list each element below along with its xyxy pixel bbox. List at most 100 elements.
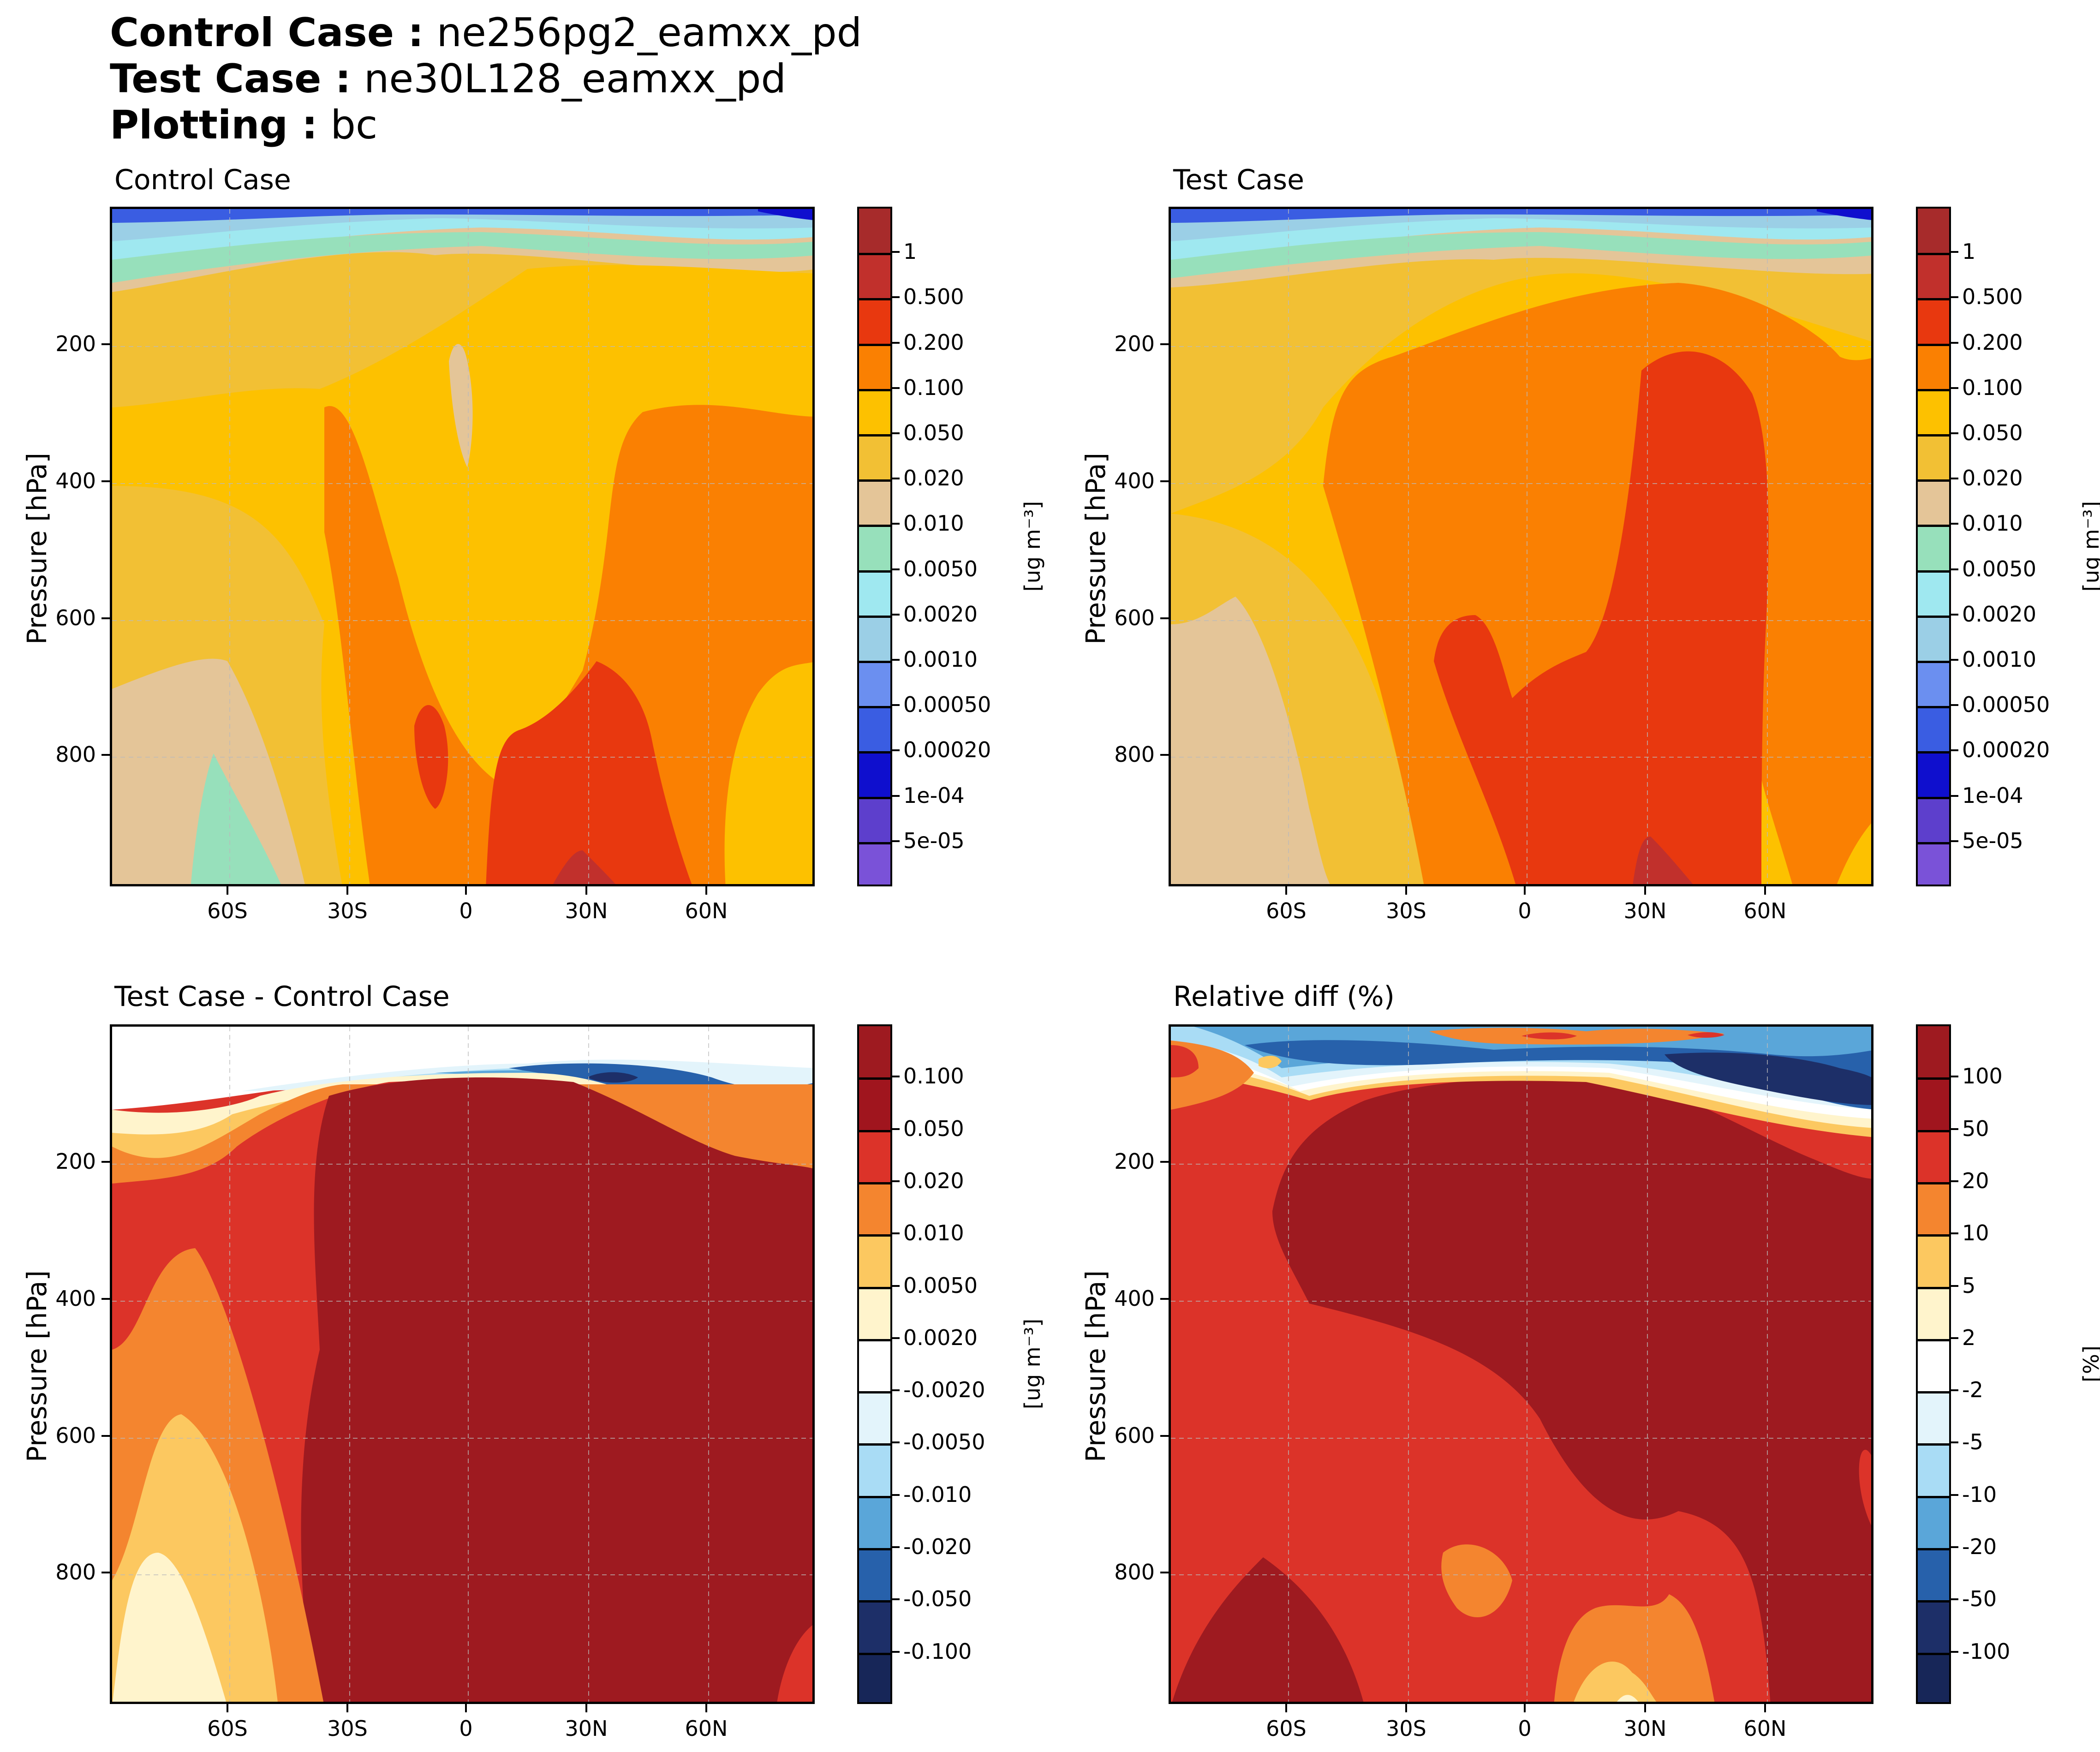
y-tick-mark: [101, 617, 110, 619]
colorbar-segment: [1918, 389, 1949, 436]
y-tick-label: 800: [55, 742, 96, 767]
colorbar-tick-mark: [1951, 659, 1958, 661]
x-tick-mark: [1405, 1704, 1407, 1712]
colorbar-tick-label: 0.0010: [903, 647, 978, 672]
colorbar-tick-label: 1e-04: [1962, 783, 2023, 808]
contour-region: [1171, 209, 1871, 223]
colorbar-segment: [859, 1026, 890, 1079]
colorbar-tick-label: 0.200: [903, 329, 964, 355]
contour-canvas: [1171, 209, 1871, 884]
colorbar-segment: [1918, 1601, 1949, 1654]
colorbar-divider: [1918, 434, 1949, 437]
colorbar: [857, 207, 892, 886]
colorbar-tick-mark: [892, 478, 900, 480]
colorbar-tick-mark: [892, 1232, 900, 1235]
contour-region: [758, 209, 812, 220]
colorbar-tick-mark: [1951, 1337, 1958, 1339]
colorbar-tick-label: 5e-05: [903, 828, 965, 853]
colorbar-label: [%]: [2079, 1345, 2100, 1382]
colorbar-tick-mark: [1951, 1128, 1958, 1130]
colorbar-tick-label: 0.010: [903, 1220, 964, 1246]
contour-region: [1171, 1045, 1199, 1077]
colorbar-segment: [1918, 1235, 1949, 1288]
y-axis-label: Pressure [hPa]: [1080, 452, 1111, 645]
colorbar-divider: [859, 1130, 890, 1132]
colorbar-tick-mark: [1951, 1076, 1958, 1078]
colorbar-segment: [1918, 843, 1949, 885]
x-tick-mark: [1285, 1704, 1287, 1712]
colorbar-segment: [1918, 616, 1949, 662]
colorbar-tick-mark: [892, 523, 900, 525]
y-tick-mark: [1160, 617, 1169, 619]
colorbar-divider: [1918, 525, 1949, 527]
colorbar-divider: [859, 706, 890, 709]
x-tick-label: 60N: [685, 898, 728, 923]
x-tick-label: 0: [1518, 1716, 1532, 1741]
colorbar-divider: [859, 479, 890, 482]
colorbar-segment: [1918, 299, 1949, 345]
colorbar-divider: [859, 1600, 890, 1603]
colorbar-tick-label: 0.050: [903, 1116, 964, 1141]
colorbar-tick-mark: [1951, 795, 1958, 797]
colorbar-divider: [859, 253, 890, 256]
colorbar-tick-mark: [1951, 478, 1958, 480]
contour-region: [1837, 823, 1871, 884]
y-tick-label: 800: [55, 1560, 96, 1585]
colorbar-segment: [859, 752, 890, 798]
colorbar-divider: [1918, 1443, 1949, 1446]
x-tick-mark: [465, 886, 467, 895]
colorbar-tick-label: 0.050: [1962, 420, 2023, 445]
x-tick-mark: [1285, 886, 1287, 895]
panel-title: Test Case - Control Case: [114, 981, 450, 1013]
colorbar-segment: [1918, 526, 1949, 572]
plotting-label: Plotting :: [110, 102, 318, 148]
panel-title: Test Case: [1173, 164, 1305, 196]
colorbar-tick-mark: [892, 1337, 900, 1339]
colorbar-tick-label: 0.010: [1962, 511, 2023, 536]
colorbar-tick-mark: [892, 704, 900, 706]
colorbar-tick-label: 2: [1962, 1325, 1976, 1350]
y-axis-label: Pressure [hPa]: [21, 1270, 53, 1462]
colorbar-tick-label: 1e-04: [903, 783, 965, 808]
x-tick-label: 30N: [565, 898, 608, 923]
contour-region: [1633, 837, 1693, 884]
colorbar-segment: [1918, 662, 1949, 708]
control-case-header: Control Case : ne256pg2_eamxx_pd: [110, 13, 862, 53]
colorbar-tick-mark: [892, 1546, 900, 1549]
colorbar-segment: [1918, 1444, 1949, 1497]
colorbar-tick-label: -0.0020: [903, 1377, 985, 1403]
colorbar-tick-mark: [1951, 1598, 1958, 1601]
colorbar-tick-label: 0.0050: [903, 1273, 978, 1298]
colorbar-segment: [859, 344, 890, 390]
y-tick-label: 200: [1114, 1149, 1155, 1174]
colorbar-segment: [1918, 1653, 1949, 1702]
colorbar-tick-label: 0.00020: [1962, 737, 2050, 763]
colorbar-divider: [859, 298, 890, 301]
contour-region: [1171, 232, 1871, 278]
x-tick-label: 60S: [1266, 1716, 1307, 1741]
colorbar-tick-mark: [1951, 1650, 1958, 1653]
contour-region: [191, 753, 281, 884]
colorbar-tick-mark: [892, 251, 900, 253]
colorbar-tick-mark: [1951, 568, 1958, 570]
colorbar-segment: [859, 1653, 890, 1702]
colorbar-segment: [1918, 1496, 1949, 1550]
colorbar-segment: [859, 435, 890, 481]
contour-region: [449, 344, 473, 467]
x-tick-mark: [1764, 1704, 1766, 1712]
contour-canvas: [112, 209, 812, 884]
contour-plot: [1169, 1024, 1873, 1704]
colorbar-divider: [859, 1182, 890, 1184]
colorbar-tick-label: 50: [1962, 1116, 1989, 1141]
colorbar-tick-mark: [892, 659, 900, 661]
colorbar-segment: [1918, 1287, 1949, 1340]
colorbar-segment: [859, 389, 890, 436]
x-tick-mark: [346, 1704, 348, 1712]
colorbar-tick-mark: [1951, 341, 1958, 344]
colorbar-tick-mark: [892, 387, 900, 389]
x-tick-mark: [227, 886, 228, 895]
x-tick-label: 60N: [685, 1716, 728, 1741]
colorbar-tick-label: -2: [1962, 1377, 1983, 1403]
colorbar-divider: [859, 615, 890, 618]
colorbar-segment: [859, 1078, 890, 1131]
